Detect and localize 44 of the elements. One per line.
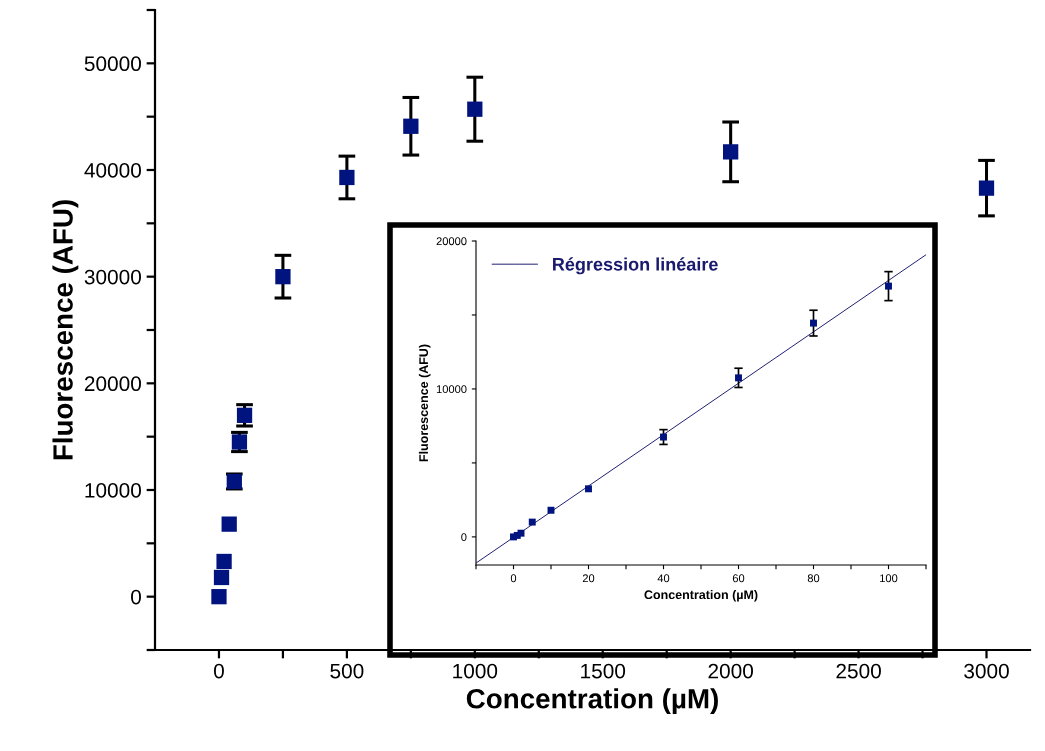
x-tick-label: 3000: [964, 663, 1009, 679]
x-tick-label: 40: [657, 574, 670, 583]
x-tick-label: 500: [330, 663, 364, 679]
y-tick-label: 20000: [436, 237, 467, 246]
point: [275, 269, 291, 285]
legend-label: Régression linéaire: [553, 257, 718, 275]
y-tick-label: 0: [131, 589, 141, 605]
x-axis-title: Concentration (µM): [644, 589, 758, 602]
x-tick-label: 100: [880, 574, 898, 583]
point: [403, 118, 419, 134]
x-tick-label: 0: [510, 574, 517, 583]
point: [978, 180, 995, 196]
y-tick-label: 20000: [84, 376, 141, 392]
point: [213, 569, 230, 586]
y-tick-label: 40000: [84, 163, 141, 178]
point: [236, 407, 253, 423]
point: [221, 516, 237, 532]
x-tick-label: 2500: [836, 663, 881, 679]
point: [467, 101, 483, 117]
point: [528, 518, 536, 526]
x-tick-label: 0: [213, 663, 224, 679]
point: [211, 589, 227, 605]
x-axis-title: Concentration (µM): [466, 688, 718, 715]
point: [216, 553, 232, 570]
x-tick-label: 2000: [708, 663, 754, 679]
point: [723, 144, 739, 160]
y-axis-title: Fluorescence (AFU): [418, 344, 431, 462]
x-tick-label: 80: [807, 574, 820, 583]
y-tick-label: 30000: [84, 269, 141, 285]
y-tick-label: 0: [461, 533, 467, 542]
x-tick-label: 20: [582, 574, 595, 583]
point: [585, 485, 592, 493]
y-tick-label: 50000: [84, 56, 141, 72]
point: [735, 374, 742, 382]
y-tick-label: 10000: [85, 483, 141, 498]
point: [231, 434, 248, 450]
point: [885, 282, 892, 290]
point: [810, 319, 817, 327]
y-axis-title: Fluorescence (AFU): [52, 200, 79, 460]
point: [339, 169, 355, 186]
y-tick-label: 10000: [436, 385, 467, 394]
x-tick-label: 1000: [453, 663, 498, 679]
x-tick-label: 60: [732, 574, 745, 583]
x-tick-label: 1500: [581, 663, 626, 679]
